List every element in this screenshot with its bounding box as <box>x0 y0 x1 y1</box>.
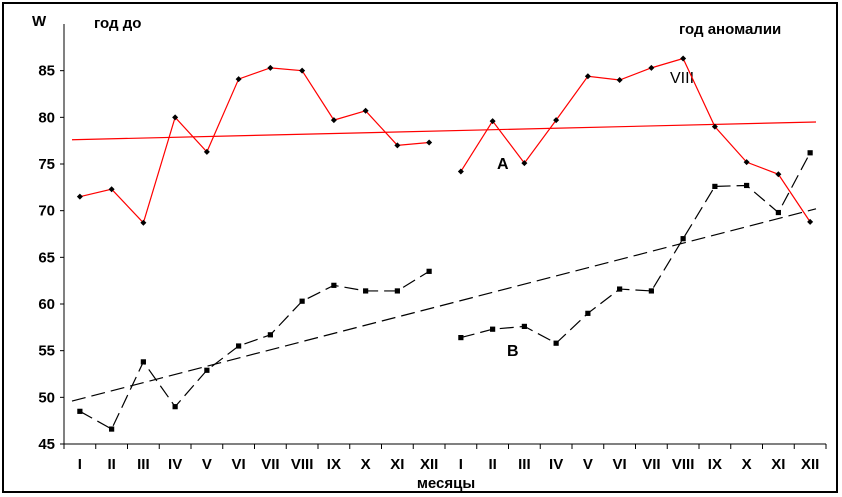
plot-area <box>71 55 817 432</box>
series-b-point <box>617 286 623 292</box>
series-a-line <box>79 67 430 224</box>
series-a-point <box>76 193 83 200</box>
y-tick-label: 60 <box>38 296 55 313</box>
x-tick-label: IV <box>549 456 563 473</box>
series-a-point <box>235 76 242 83</box>
x-tick-label: VIII <box>291 456 314 473</box>
x-tick-label: III <box>137 456 150 473</box>
series-b-point <box>109 426 115 432</box>
y-tick-label: 80 <box>38 109 55 126</box>
series-b-point <box>394 288 400 294</box>
x-tick-label: VI <box>613 456 627 473</box>
x-tick-label: IX <box>708 456 722 473</box>
series-b-point <box>331 282 337 288</box>
x-tick-label: X <box>742 456 752 473</box>
x-tick-label: I <box>78 456 82 473</box>
x-axis-label: месяцы <box>417 475 475 492</box>
x-tick-label: VII <box>261 456 279 473</box>
series-a-point <box>172 114 179 121</box>
x-tick-label: VI <box>232 456 246 473</box>
series-a-point <box>362 107 369 114</box>
series-a-point <box>489 118 496 125</box>
series-a-point <box>743 159 750 166</box>
x-tick-label: XII <box>420 456 438 473</box>
x-tick-label: III <box>518 456 531 473</box>
header-left-label: год до <box>94 15 141 32</box>
series-b-point <box>236 343 242 349</box>
annotation-a: A <box>497 156 509 173</box>
series-a-point <box>203 148 210 155</box>
y-axis-label: W <box>32 13 47 30</box>
y-tick-label: 45 <box>38 436 55 453</box>
series-a-point <box>584 73 591 80</box>
x-tick-label: VIII <box>672 456 695 473</box>
series-a-point <box>267 64 274 71</box>
annotation-viii: VIII <box>670 70 694 87</box>
x-tick-label: II <box>488 456 496 473</box>
y-tick-label: 65 <box>38 249 55 266</box>
series-b-point <box>426 268 432 274</box>
x-tick-label: XI <box>390 456 404 473</box>
series-b-point <box>204 367 210 373</box>
annotation-b: B <box>507 343 519 360</box>
x-tick-label: V <box>202 456 212 473</box>
series-b-point <box>267 332 273 338</box>
x-tick-label: XII <box>801 456 819 473</box>
series-b-point <box>299 298 305 304</box>
series-b-point <box>807 150 813 156</box>
series-b-point <box>140 359 146 365</box>
series-a-point <box>299 67 306 74</box>
x-tick-label: V <box>583 456 593 473</box>
series-a-point <box>648 64 655 71</box>
series-a-point <box>521 160 528 167</box>
series-b-point <box>172 404 178 410</box>
series-b-point <box>680 236 686 242</box>
series-b-point <box>77 408 83 414</box>
series-b-point <box>521 323 527 329</box>
series-a-point <box>457 168 464 175</box>
x-tick-label: IV <box>168 456 182 473</box>
y-tick-label: 75 <box>38 156 55 173</box>
series-b-point <box>490 326 496 332</box>
series-a-point <box>140 219 147 226</box>
series-a-point <box>616 77 623 83</box>
x-tick-label: IX <box>327 456 341 473</box>
x-tick-label: I <box>459 456 463 473</box>
series-a-point <box>775 171 782 178</box>
series-a-line <box>460 57 811 223</box>
series-a-point <box>108 186 115 193</box>
series-a-point <box>426 139 433 146</box>
series-b-point <box>648 288 654 294</box>
series-b-point <box>553 340 559 346</box>
series-b-point <box>585 310 591 316</box>
x-tick-label: II <box>107 456 115 473</box>
line-chart: W год до год аномалии месяцы VIII A B 45… <box>32 13 827 492</box>
series-a-point <box>330 117 337 124</box>
series-a-point <box>711 123 718 130</box>
series-b-point <box>363 288 369 294</box>
y-tick-label: 55 <box>38 343 55 360</box>
series-a-point <box>553 117 560 124</box>
series-b-line <box>79 270 430 430</box>
y-tick-label: 50 <box>38 389 55 406</box>
trend-line-b <box>71 208 817 402</box>
y-tick-label: 85 <box>38 63 55 80</box>
series-a-point <box>394 142 401 149</box>
series-b-point <box>744 182 750 189</box>
trend-line-a <box>71 121 817 141</box>
y-tick-label: 70 <box>38 203 55 220</box>
header-right-label: год аномалии <box>679 21 781 38</box>
x-tick-label: X <box>361 456 371 473</box>
series-b-point <box>712 183 718 189</box>
series-a-point <box>680 55 687 62</box>
x-tick-label: XI <box>771 456 785 473</box>
series-b-point <box>775 209 781 216</box>
series-b-line <box>460 152 811 344</box>
series-a-point <box>807 218 814 225</box>
series-b-point <box>458 335 464 341</box>
x-tick-label: VII <box>642 456 660 473</box>
